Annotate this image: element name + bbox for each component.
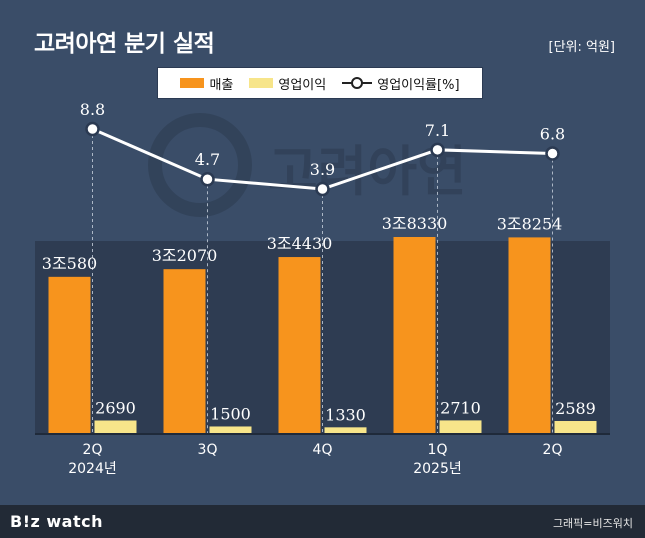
- revenue-data-label: 3조8254: [497, 214, 563, 233]
- revenue-bar: [163, 269, 206, 434]
- chart-title: 고려아연 분기 실적: [34, 31, 215, 57]
- operating-profit-data-label: 1500: [210, 404, 251, 423]
- rate-data-label: 8.8: [80, 100, 105, 119]
- x-tick-label: 3Q: [198, 442, 218, 458]
- legend-swatch-revenue: [180, 78, 205, 88]
- operating-profit-data-label: 1330: [325, 405, 366, 424]
- operating-profit-data-label: 2589: [555, 399, 596, 418]
- revenue-data-label: 3조4430: [267, 234, 333, 253]
- brand-logo: B!z watch: [10, 512, 103, 531]
- x-year-label: 2024년: [68, 461, 117, 477]
- rate-point: [315, 181, 330, 197]
- legend-item-rate: 영업이익률[%]: [342, 74, 460, 93]
- revenue-data-label: 3조8330: [382, 214, 448, 233]
- rate-point: [545, 146, 560, 161]
- legend-label-revenue: 매출: [209, 77, 234, 93]
- operating-profit-data-label: 2710: [440, 398, 481, 417]
- graphic-credit: 그래픽=비즈워치: [552, 517, 633, 530]
- revenue-bar: [393, 237, 436, 434]
- rate-point: [85, 121, 100, 137]
- operating-profit-bar: [439, 420, 482, 434]
- legend-label-rate: 영업이익률[%]: [377, 77, 460, 93]
- operating-profit-bar: [94, 420, 137, 434]
- revenue-bar: [278, 257, 321, 434]
- revenue-bar: [48, 276, 91, 434]
- x-tick-label: 4Q: [313, 442, 333, 458]
- rate-data-label: 6.8: [540, 124, 565, 143]
- unit-label: [단위: 억원]: [548, 40, 616, 55]
- x-tick-label: 2Q: [83, 442, 103, 458]
- revenue-data-label: 3조2070: [152, 246, 218, 265]
- rate-point: [200, 171, 215, 187]
- legend-item-revenue: 매출: [180, 74, 233, 93]
- operating-profit-bar: [554, 421, 597, 434]
- chart: 고려아연3조58026902Q2024년3조207015003Q3조443013…: [35, 100, 610, 477]
- rate-point: [430, 142, 445, 158]
- rate-data-label: 7.1: [425, 121, 450, 140]
- rate-data-label: 4.7: [195, 150, 220, 169]
- footer: B!z watch 그래픽=비즈워치: [0, 505, 645, 538]
- x-year-label: 2025년: [413, 461, 462, 477]
- legend-swatch-rate: [342, 77, 373, 89]
- rate-data-label: 3.9: [310, 160, 335, 179]
- operating-profit-data-label: 2690: [95, 399, 136, 418]
- revenue-bar: [508, 237, 551, 434]
- legend: 매출 영업이익 영업이익률[%]: [157, 67, 483, 99]
- x-tick-label: 1Q: [428, 442, 448, 458]
- x-tick-label: 2Q: [543, 442, 563, 458]
- legend-item-operating-profit: 영업이익: [249, 74, 326, 93]
- operating-profit-bar: [324, 427, 367, 434]
- legend-swatch-operating-profit: [249, 78, 274, 88]
- legend-label-operating-profit: 영업이익: [278, 77, 327, 93]
- operating-profit-bar: [209, 426, 252, 434]
- revenue-data-label: 3조580: [42, 254, 97, 273]
